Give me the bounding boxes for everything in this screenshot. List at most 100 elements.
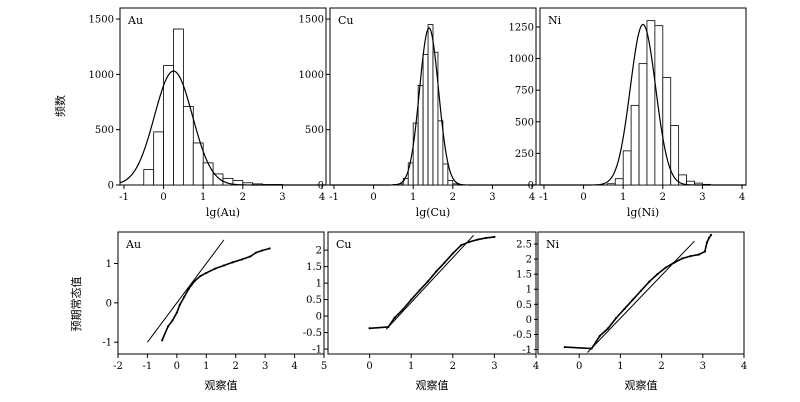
data-point (639, 289, 643, 292)
data-point (709, 233, 713, 237)
data-point (460, 244, 463, 247)
normal-fit-curve (540, 23, 746, 186)
histogram-bar (432, 51, 439, 186)
histogram-bar (437, 120, 444, 186)
x-tick-label: -1 (329, 192, 339, 203)
x-tick-label: 1 (203, 361, 209, 372)
data-point (443, 261, 446, 264)
data-point (183, 295, 186, 299)
x-tick-label: 0 (370, 192, 376, 203)
y-tick-label: 1 (526, 285, 532, 296)
data-point (703, 250, 706, 253)
data-point (214, 267, 217, 270)
y-tick-label: 1.5 (516, 270, 532, 281)
x-tick-label: -1 (539, 192, 549, 203)
plot-frame (537, 231, 745, 355)
data-point (484, 236, 488, 240)
data-point (707, 236, 711, 240)
panel-label: Cu (336, 238, 352, 251)
histogram-bar (427, 24, 434, 186)
x-tick-label: 3 (279, 192, 285, 203)
reference-line (587, 240, 695, 353)
x-tick-label: 3 (262, 361, 268, 372)
histogram-bar (646, 20, 656, 186)
data-point (401, 308, 404, 311)
panel-label: Cu (338, 14, 354, 27)
x-tick-label: 3 (700, 361, 706, 372)
data-point (705, 241, 709, 244)
y-tick-label: 0 (316, 312, 322, 323)
y-tick-label: 0 (106, 298, 112, 309)
x-tick-label: 0 (174, 361, 180, 372)
plot-frame (327, 231, 537, 355)
y-tick-label: 0 (108, 181, 114, 192)
y-tick-label: 1000 (89, 70, 114, 81)
x-tick-label: 1 (200, 192, 206, 203)
x-tick-label: -2 (113, 361, 123, 372)
normal-fit-curve (330, 27, 536, 186)
data-point (697, 253, 700, 256)
data-point (222, 264, 226, 267)
reference-line (385, 234, 474, 330)
x-tick-label: -1 (119, 192, 129, 203)
y-tick-label: 0 (526, 315, 532, 326)
x-axis-label: lg(Au) (206, 206, 240, 219)
data-point (249, 255, 252, 258)
panel-label: Ni (548, 14, 562, 27)
data-point (672, 261, 676, 264)
x-tick-label: 4 (533, 361, 539, 372)
data-point (178, 303, 181, 306)
data-point (205, 271, 208, 275)
data-point (656, 273, 659, 276)
histogram-bar (192, 142, 204, 186)
reference-line (147, 239, 225, 343)
x-tick-label: 2 (658, 361, 664, 372)
data-point (418, 289, 421, 292)
x-tick-label: -1 (143, 361, 153, 372)
y-tick-label: -0.5 (513, 330, 532, 341)
data-point (590, 347, 593, 350)
y-tick-label: 1500 (89, 15, 114, 26)
y-tick-label: -1 (102, 338, 112, 349)
data-point (187, 287, 190, 291)
x-tick-label: 4 (529, 192, 535, 203)
qq-ylabel: 预期常态值 (70, 277, 83, 332)
y-tick-label: 1.5 (306, 262, 322, 273)
observed-trace (161, 247, 270, 341)
y-tick-label: -0.5 (303, 328, 322, 339)
histogram-bar (422, 54, 429, 186)
x-tick-label: 1 (617, 361, 623, 372)
data-point (493, 235, 496, 239)
x-axis-label: 观察值 (625, 378, 658, 392)
panel-label: Ni (546, 238, 560, 251)
y-tick-label: 2 (526, 255, 532, 266)
x-tick-label: 3 (489, 192, 495, 203)
data-point (166, 325, 170, 328)
y-tick-label: 0 (318, 181, 324, 192)
x-tick-label: 4 (319, 192, 325, 203)
x-tick-label: 2 (450, 192, 456, 203)
data-point (631, 298, 634, 301)
y-tick-label: 750 (515, 86, 534, 97)
histogram-bar (662, 77, 672, 186)
x-tick-label: 4 (291, 361, 297, 372)
y-tick-label: 500 (305, 125, 324, 136)
histogram-bar (442, 163, 449, 186)
data-point (476, 238, 479, 241)
y-tick-label: 1 (106, 259, 112, 270)
histogram-bar (654, 25, 664, 186)
data-point (261, 249, 264, 252)
x-tick-label: 3 (491, 361, 497, 372)
data-point (175, 311, 178, 314)
x-axis-label: 观察值 (205, 378, 238, 392)
data-point (664, 266, 667, 269)
x-tick-label: 2 (240, 192, 246, 203)
y-tick-label: 500 (515, 117, 534, 128)
qq-ylabel-text: 预期常态值 (70, 277, 83, 332)
histogram-bar (202, 162, 214, 186)
histogram-bar (630, 104, 640, 186)
